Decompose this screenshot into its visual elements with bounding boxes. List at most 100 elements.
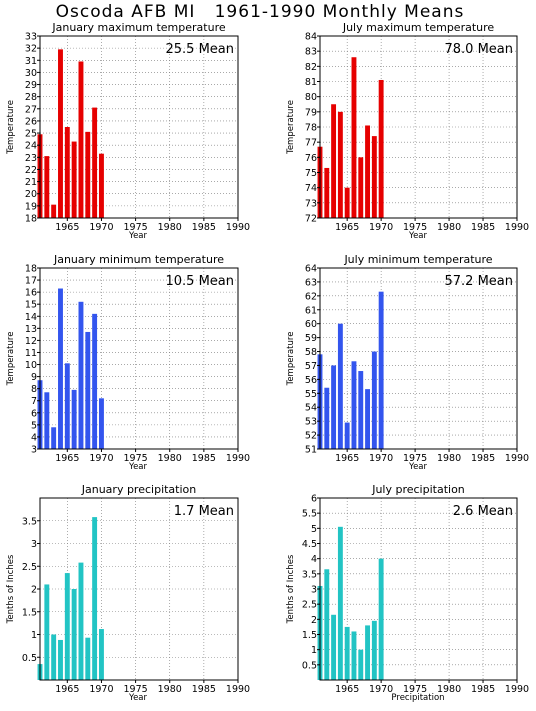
bar-1965 [64,127,70,218]
y-tick-label: 14 [25,312,37,323]
bar-1966 [71,589,77,680]
y-tick-label: 2.5 [302,600,317,611]
x-tick-label: 1980 [437,222,461,233]
x-tick-label: 1980 [158,453,182,464]
y-axis-label: Tenths of Inches [286,554,296,624]
bar-1962 [44,156,50,218]
bar-1965 [64,573,70,680]
chart-title: January maximum temperature [51,21,225,34]
y-tick-label: 5.5 [302,509,317,520]
y-tick-label: 75 [305,168,317,179]
y-tick-label: 21 [25,177,37,188]
y-tick-label: 51 [305,445,317,456]
y-tick-label: 62 [305,291,317,302]
x-tick-label: 1990 [505,453,529,464]
y-tick-label: 1 [31,630,37,641]
y-tick-label: 23 [25,153,37,164]
x-tick-label: 1975 [403,222,427,233]
y-tick-label: 63 [305,277,317,288]
y-tick-label: 73 [305,198,317,209]
x-tick-label: 1985 [192,684,216,695]
y-tick-label: 11 [25,348,37,359]
x-tick-label: 1975 [123,222,147,233]
y-tick-label: 3 [311,585,317,596]
y-tick-label: 7 [31,396,37,407]
x-tick-label: 1970 [89,684,113,695]
y-tick-label: 22 [25,165,37,176]
x-tick-label: 1970 [369,453,393,464]
y-tick-label: 4 [31,432,37,443]
y-tick-label: 56 [305,375,317,386]
bar-1964 [58,639,63,680]
x-tick-label: 1990 [505,684,529,695]
mean-annotation: 57.2 Mean [445,274,514,289]
chart-panel-1: January maximum temperature1819202122232… [6,21,250,241]
plot-frame [319,267,518,450]
x-axis-label: Precipitation [391,693,444,703]
y-tick-label: 60 [305,319,317,330]
bar-1970 [378,558,384,680]
bar-1968 [85,637,91,680]
bar-1965 [344,187,350,218]
x-tick-label: 1980 [437,684,461,695]
y-tick-label: 57 [305,361,317,372]
x-tick-label: 1990 [226,684,250,695]
y-tick-label: 19 [25,201,37,212]
x-tick-label: 1970 [89,222,113,233]
y-tick-label: 26 [25,116,37,127]
chart-panel-4: July minimum temperature 51 52 53 54 55 56 57 58… [286,253,529,472]
y-tick-label: 59 [305,333,317,344]
bar-1967 [358,371,364,449]
bar-1965 [64,363,70,449]
x-axis-label: Year [128,231,148,241]
bar-1962 [44,392,50,449]
x-axis-label: Year [128,462,148,472]
y-tick-label: 52 [305,431,317,442]
bar-1969 [92,517,98,680]
y-tick-label: 74 [305,183,317,194]
y-tick-label: 0.5 [302,660,317,671]
y-tick-label: 5 [31,420,37,431]
mean-annotation: 78.0 Mean [445,42,514,57]
chart-title: July minimum temperature [343,253,492,266]
chart-title: July precipitation [371,483,465,496]
y-tick-label: 83 [305,47,317,58]
bar-1967 [78,301,84,449]
x-tick-label: 1975 [123,684,147,695]
x-tick-label: 1965 [55,453,79,464]
x-axis-label: Year [408,231,428,241]
x-tick-label: 1965 [335,684,359,695]
y-tick-label: 31 [25,56,37,67]
bar-1964 [337,323,343,449]
x-tick-label: 1990 [226,222,250,233]
y-tick-label: 5 [311,524,317,535]
y-tick-label: 53 [305,417,317,428]
x-tick-label: 1990 [226,453,250,464]
y-tick-label: 54 [305,403,317,414]
y-tick-label: 72 [305,214,317,225]
bar-1966 [351,631,357,680]
bar-1964 [337,111,343,218]
y-tick-label: 32 [25,44,37,55]
y-tick-label: 82 [305,62,317,73]
x-axis-label: Year [408,462,428,472]
bar-1969 [371,136,377,218]
bar-1969 [371,620,377,680]
y-tick-label: 3.5 [302,569,317,580]
y-tick-label: 3.5 [22,516,37,527]
bar-1965 [344,626,350,680]
y-tick-label: 28 [25,92,37,103]
y-tick-label: 84 [305,32,317,43]
y-tick-label: 30 [25,68,37,79]
y-tick-label: 6 [31,408,37,419]
y-tick-label: 1 [311,645,317,656]
y-tick-label: 3 [31,445,37,456]
x-tick-label: 1980 [158,222,182,233]
y-tick-label: 77 [305,138,317,149]
y-axis-label: Temperature [286,332,296,387]
bar-1970 [378,79,384,218]
chart-title: July maximum temperature [342,21,495,34]
y-tick-label: 8 [31,384,37,395]
x-tick-label: 1970 [89,453,113,464]
